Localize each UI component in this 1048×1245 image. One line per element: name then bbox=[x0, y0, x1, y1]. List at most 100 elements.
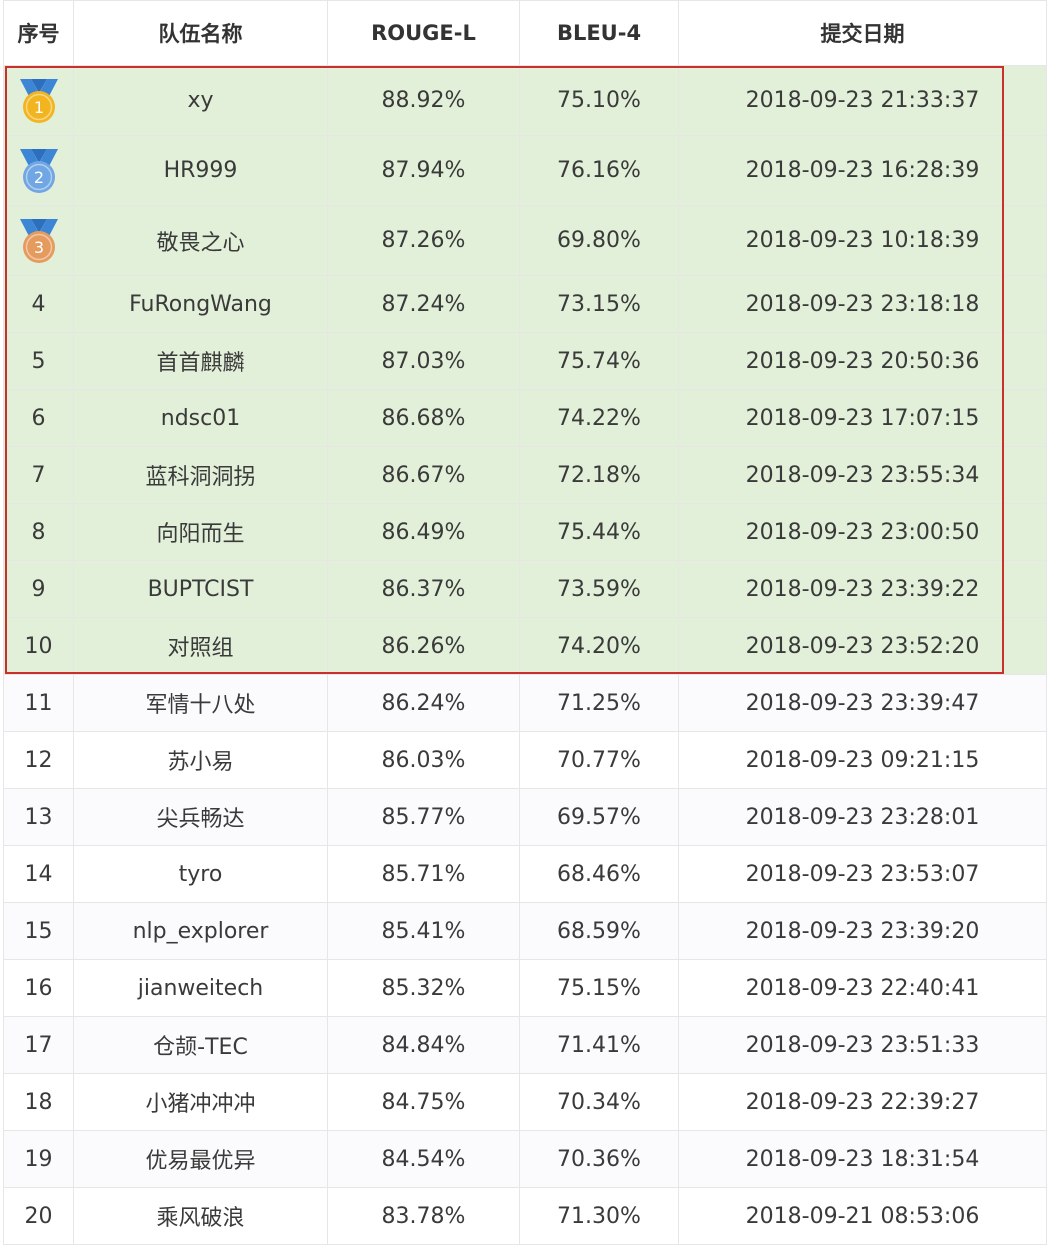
rouge-l-cell: 86.68% bbox=[327, 389, 520, 447]
bronze-medal-icon: 3 bbox=[16, 217, 62, 265]
rouge-l-cell: 86.37% bbox=[327, 560, 520, 618]
team-name-cell: ndsc01 bbox=[73, 389, 328, 447]
table-row: 13 尖兵畅达 85.77% 69.57% 2018-09-23 23:28:01 bbox=[3, 788, 1047, 846]
rank-cell: 17 bbox=[3, 1016, 74, 1074]
rank-cell: 16 bbox=[3, 959, 74, 1017]
table-row: 18 小猪冲冲冲 84.75% 70.34% 2018-09-23 22:39:27 bbox=[3, 1073, 1047, 1131]
rouge-l-cell: 86.24% bbox=[327, 674, 520, 732]
team-name-cell: 军情十八处 bbox=[73, 674, 328, 732]
rouge-l-cell: 85.32% bbox=[327, 959, 520, 1017]
rouge-l-cell: 85.77% bbox=[327, 788, 520, 846]
rank-cell: 4 bbox=[3, 275, 74, 333]
bleu-4-cell: 76.16% bbox=[519, 135, 679, 206]
rank-cell: 10 bbox=[3, 617, 74, 675]
rouge-l-cell: 83.78% bbox=[327, 1187, 520, 1245]
header-submit-date: 提交日期 bbox=[678, 0, 1047, 66]
submit-date-cell: 2018-09-23 18:31:54 bbox=[678, 1130, 1047, 1188]
bleu-4-cell: 71.30% bbox=[519, 1187, 679, 1245]
submit-date-cell: 2018-09-23 16:28:39 bbox=[678, 135, 1047, 206]
submit-date-cell: 2018-09-23 20:50:36 bbox=[678, 332, 1047, 390]
submit-date-cell: 2018-09-23 22:40:41 bbox=[678, 959, 1047, 1017]
team-name-cell: BUPTCIST bbox=[73, 560, 328, 618]
rank-cell: 3 bbox=[3, 205, 74, 276]
submit-date-cell: 2018-09-23 10:18:39 bbox=[678, 205, 1047, 276]
rouge-l-cell: 86.49% bbox=[327, 503, 520, 561]
team-name-cell: 乘风破浪 bbox=[73, 1187, 328, 1245]
team-name-cell: jianweitech bbox=[73, 959, 328, 1017]
bleu-4-cell: 75.15% bbox=[519, 959, 679, 1017]
table-row: 12 苏小易 86.03% 70.77% 2018-09-23 09:21:15 bbox=[3, 731, 1047, 789]
team-name-cell: FuRongWang bbox=[73, 275, 328, 333]
rouge-l-cell: 85.41% bbox=[327, 902, 520, 960]
rank-cell: 9 bbox=[3, 560, 74, 618]
bleu-4-cell: 74.20% bbox=[519, 617, 679, 675]
rank-cell: 1 bbox=[3, 65, 74, 136]
medal-rank-number: 3 bbox=[33, 238, 43, 257]
bleu-4-cell: 70.36% bbox=[519, 1130, 679, 1188]
rank-cell: 7 bbox=[3, 446, 74, 504]
bleu-4-cell: 75.44% bbox=[519, 503, 679, 561]
silver-medal-icon: 2 bbox=[16, 147, 62, 195]
team-name-cell: 对照组 bbox=[73, 617, 328, 675]
team-name-cell: 尖兵畅达 bbox=[73, 788, 328, 846]
table-row: 10 对照组 86.26% 74.20% 2018-09-23 23:52:20 bbox=[3, 617, 1047, 675]
team-name-cell: HR999 bbox=[73, 135, 328, 206]
rank-cell: 5 bbox=[3, 332, 74, 390]
bleu-4-cell: 73.15% bbox=[519, 275, 679, 333]
rank-cell: 13 bbox=[3, 788, 74, 846]
submit-date-cell: 2018-09-21 08:53:06 bbox=[678, 1187, 1047, 1245]
rank-cell: 11 bbox=[3, 674, 74, 732]
team-name-cell: 向阳而生 bbox=[73, 503, 328, 561]
submit-date-cell: 2018-09-23 23:51:33 bbox=[678, 1016, 1047, 1074]
header-team-name: 队伍名称 bbox=[73, 0, 328, 66]
table-row: 6 ndsc01 86.68% 74.22% 2018-09-23 17:07:15 bbox=[3, 389, 1047, 447]
rouge-l-cell: 88.92% bbox=[327, 65, 520, 136]
table-row: 16 jianweitech 85.32% 75.15% 2018-09-23 22:4… bbox=[3, 959, 1047, 1017]
table-row: 1 xy 88.92% 75.10% 2018-09-23 21:33:37 bbox=[3, 65, 1047, 136]
submit-date-cell: 2018-09-23 23:18:18 bbox=[678, 275, 1047, 333]
submit-date-cell: 2018-09-23 21:33:37 bbox=[678, 65, 1047, 136]
table-row: 20 乘风破浪 83.78% 71.30% 2018-09-21 08:53:06 bbox=[3, 1187, 1047, 1245]
table-row: 7 蓝科洞洞拐 86.67% 72.18% 2018-09-23 23:55:34 bbox=[3, 446, 1047, 504]
table-row: 4 FuRongWang 87.24% 73.15% 2018-09-23 23:18:… bbox=[3, 275, 1047, 333]
team-name-cell: 优易最优异 bbox=[73, 1130, 328, 1188]
team-name-cell: 苏小易 bbox=[73, 731, 328, 789]
header-bleu-4: BLEU-4 bbox=[519, 0, 679, 66]
bleu-4-cell: 75.74% bbox=[519, 332, 679, 390]
rank-cell: 8 bbox=[3, 503, 74, 561]
bleu-4-cell: 68.46% bbox=[519, 845, 679, 903]
bleu-4-cell: 74.22% bbox=[519, 389, 679, 447]
table-row: 9 BUPTCIST 86.37% 73.59% 2018-09-23 23:39:22 bbox=[3, 560, 1047, 618]
table-row: 15 nlp_explorer 85.41% 68.59% 2018-09-23 23:… bbox=[3, 902, 1047, 960]
table-row: 2 HR999 87.94% 76.16% 2018-09-23 16:28:39 bbox=[3, 135, 1047, 206]
medal-rank-number: 1 bbox=[33, 98, 43, 117]
team-name-cell: 小猪冲冲冲 bbox=[73, 1073, 328, 1131]
rouge-l-cell: 86.67% bbox=[327, 446, 520, 504]
team-name-cell: xy bbox=[73, 65, 328, 136]
rank-cell: 14 bbox=[3, 845, 74, 903]
submit-date-cell: 2018-09-23 23:28:01 bbox=[678, 788, 1047, 846]
gold-medal-icon: 1 bbox=[16, 77, 62, 125]
rouge-l-cell: 84.54% bbox=[327, 1130, 520, 1188]
rouge-l-cell: 87.26% bbox=[327, 205, 520, 276]
table-row: 5 首首麒麟 87.03% 75.74% 2018-09-23 20:50:36 bbox=[3, 332, 1047, 390]
submit-date-cell: 2018-09-23 09:21:15 bbox=[678, 731, 1047, 789]
bleu-4-cell: 69.57% bbox=[519, 788, 679, 846]
bleu-4-cell: 73.59% bbox=[519, 560, 679, 618]
bleu-4-cell: 75.10% bbox=[519, 65, 679, 136]
table-row: 17 仓颉-TEC 84.84% 71.41% 2018-09-23 23:51:33 bbox=[3, 1016, 1047, 1074]
submit-date-cell: 2018-09-23 23:00:50 bbox=[678, 503, 1047, 561]
rank-cell: 20 bbox=[3, 1187, 74, 1245]
team-name-cell: nlp_explorer bbox=[73, 902, 328, 960]
bleu-4-cell: 70.34% bbox=[519, 1073, 679, 1131]
header-rouge-l: ROUGE-L bbox=[327, 0, 520, 66]
submit-date-cell: 2018-09-23 23:53:07 bbox=[678, 845, 1047, 903]
rouge-l-cell: 84.75% bbox=[327, 1073, 520, 1131]
rank-cell: 2 bbox=[3, 135, 74, 206]
rank-cell: 19 bbox=[3, 1130, 74, 1188]
team-name-cell: 首首麒麟 bbox=[73, 332, 328, 390]
rank-cell: 12 bbox=[3, 731, 74, 789]
rank-cell: 6 bbox=[3, 389, 74, 447]
bleu-4-cell: 70.77% bbox=[519, 731, 679, 789]
